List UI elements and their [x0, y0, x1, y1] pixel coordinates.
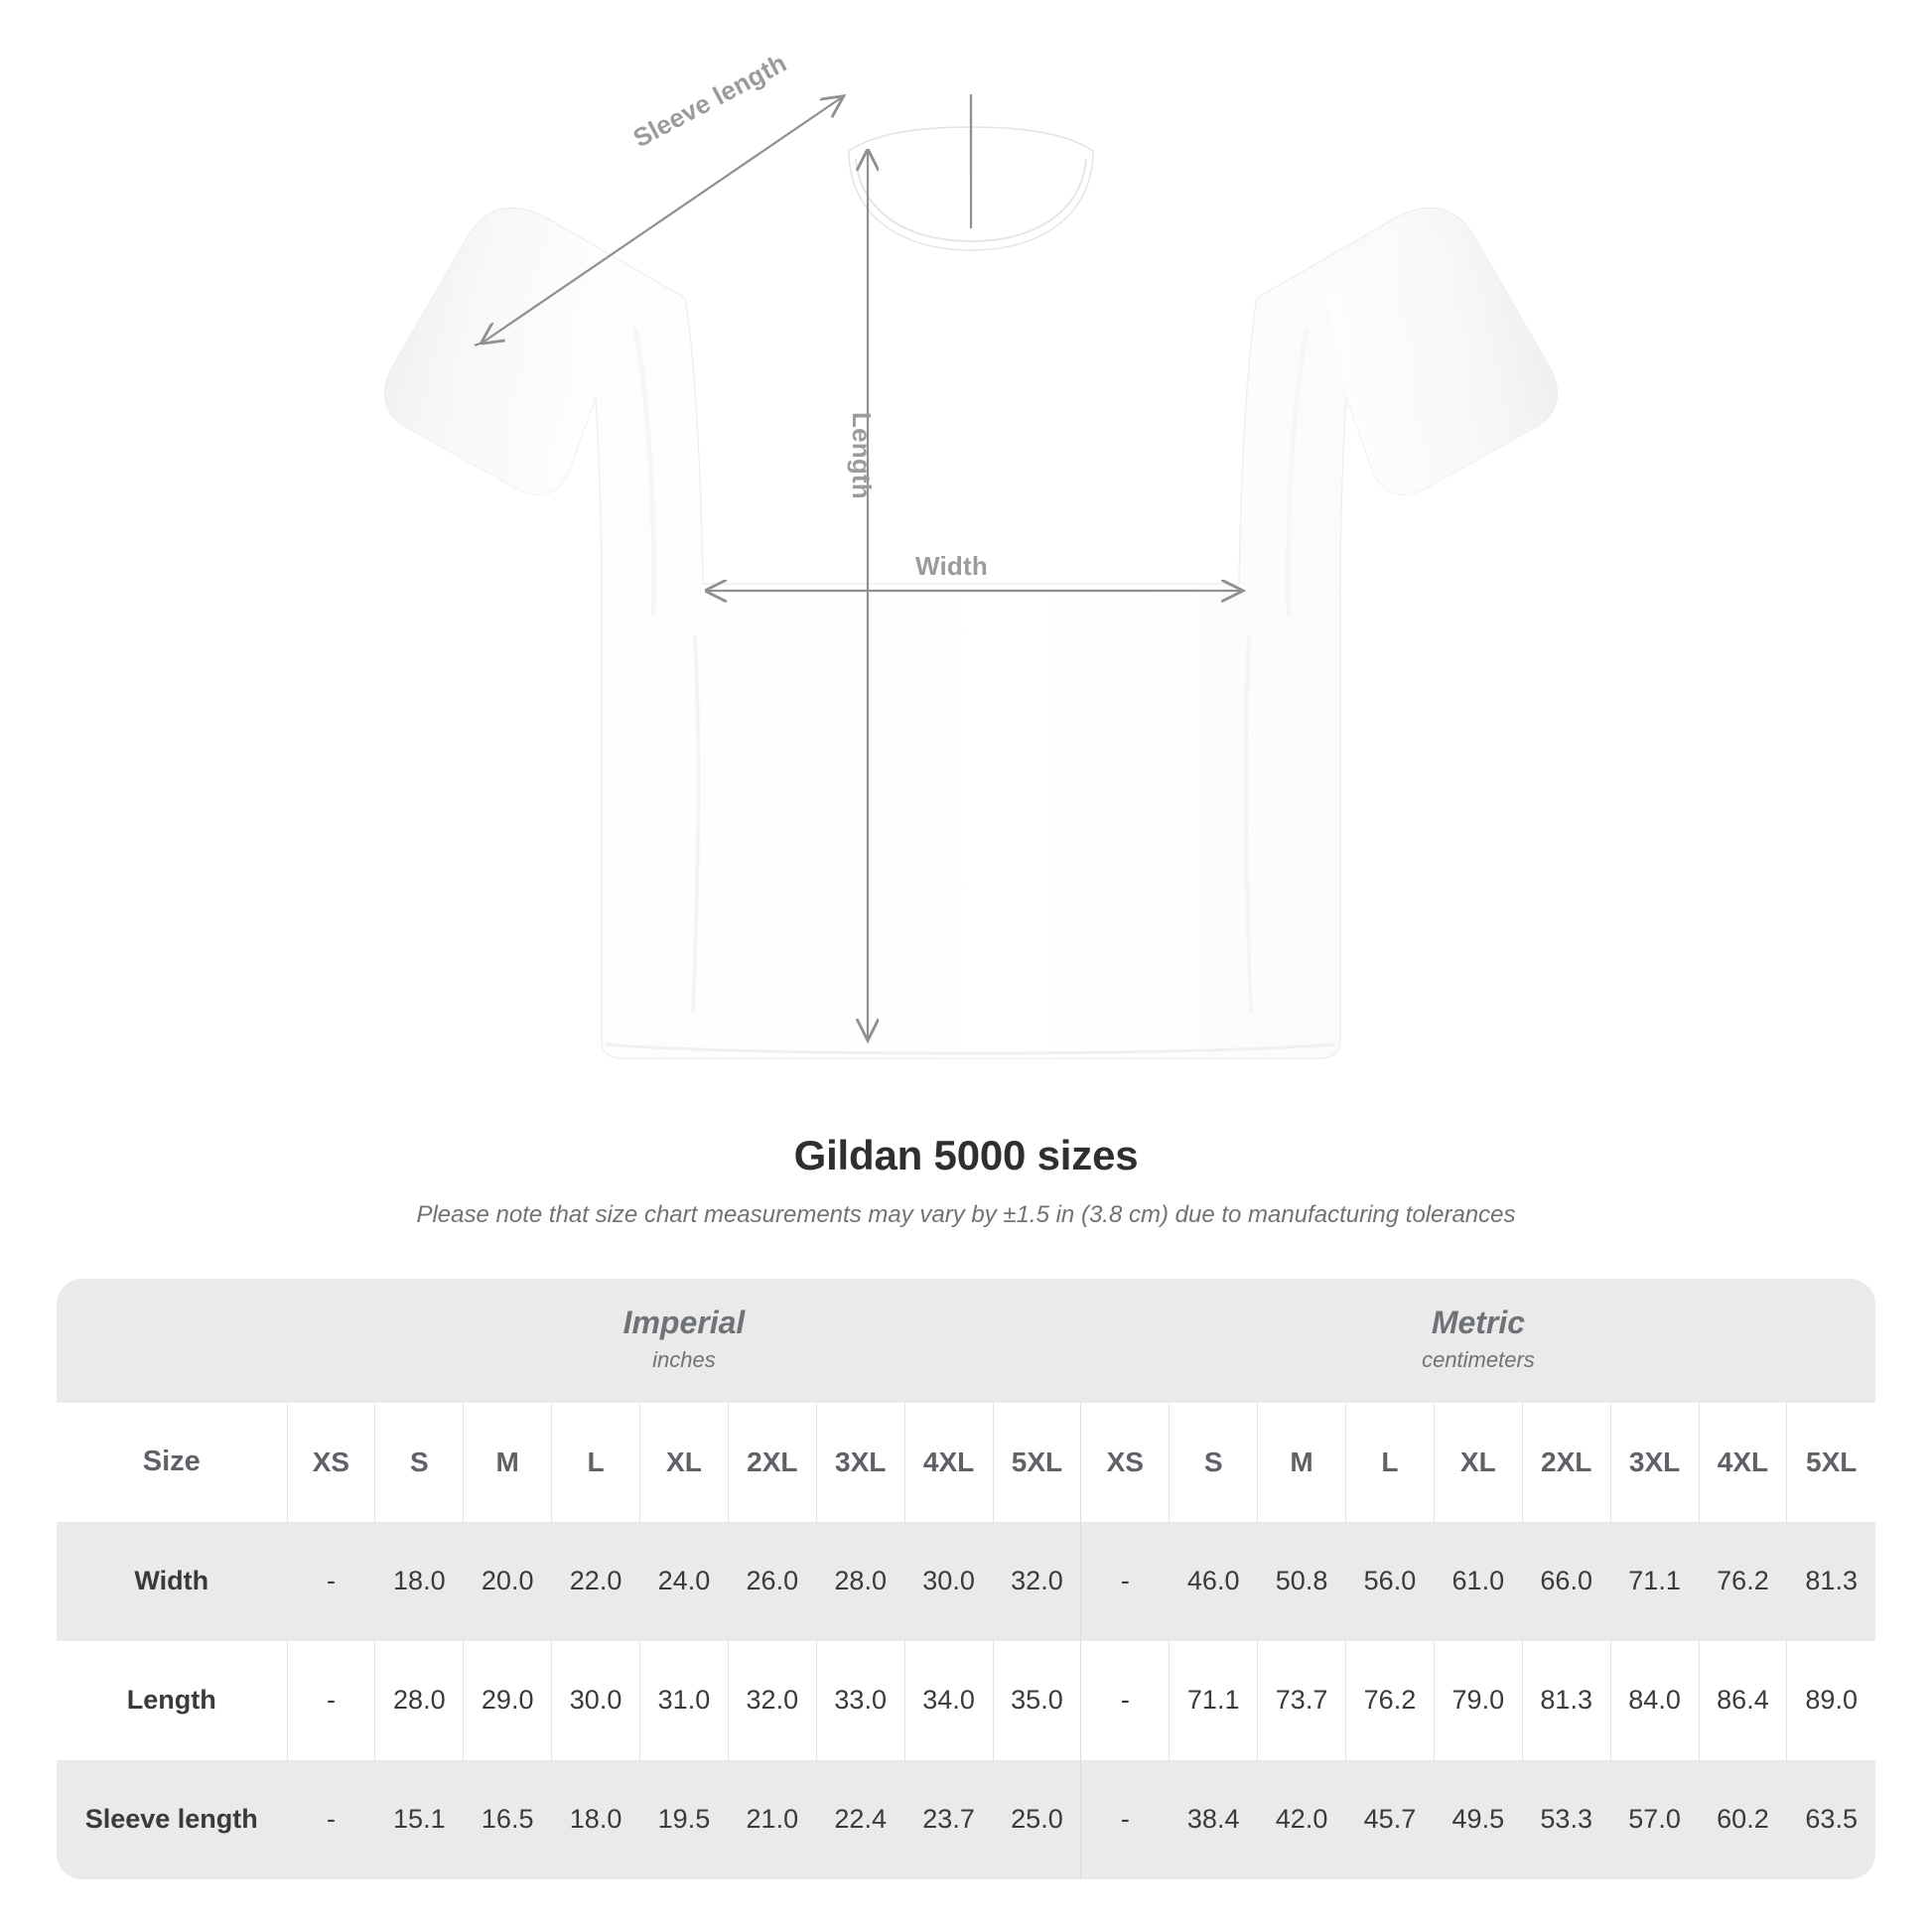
unit-group-metric-name: Metric: [1431, 1305, 1526, 1340]
unit-header-spacer: [57, 1279, 287, 1403]
tshirt-measurement-diagram: Sleeve length Length Width: [383, 0, 1559, 1059]
cell-sleeve-imperial-xl: 19.5: [639, 1759, 729, 1879]
cell-width-imperial-xl: 24.0: [639, 1521, 729, 1641]
cell-length-metric-l: 76.2: [1345, 1640, 1435, 1760]
size-header-metric-s: S: [1169, 1402, 1258, 1522]
cell-sleeve-metric-m: 42.0: [1257, 1759, 1346, 1879]
cell-width-metric-3xl: 71.1: [1609, 1521, 1699, 1641]
cell-width-imperial-4xl: 30.0: [903, 1521, 993, 1641]
unit-group-metric-sub: centimeters: [1422, 1346, 1535, 1372]
size-header-label: Size: [57, 1402, 287, 1522]
size-header-imperial-s: S: [374, 1402, 464, 1522]
unit-group-imperial-sub: inches: [652, 1346, 716, 1372]
cell-sleeve-metric-4xl: 60.2: [1698, 1759, 1787, 1879]
cell-sleeve-metric-s: 38.4: [1169, 1759, 1258, 1879]
cell-width-metric-2xl: 66.0: [1521, 1521, 1611, 1641]
cell-length-metric-2xl: 81.3: [1521, 1640, 1611, 1760]
cell-width-imperial-2xl: 26.0: [727, 1521, 817, 1641]
size-header-metric-3xl: 3XL: [1609, 1402, 1699, 1522]
cell-sleeve-metric-xs: -: [1080, 1759, 1170, 1879]
size-header-metric-5xl: 5XL: [1786, 1402, 1875, 1522]
cell-sleeve-metric-2xl: 53.3: [1521, 1759, 1611, 1879]
cell-sleeve-metric-l: 45.7: [1345, 1759, 1435, 1879]
cell-width-metric-s: 46.0: [1169, 1521, 1258, 1641]
cell-length-imperial-s: 28.0: [374, 1640, 464, 1760]
table-row-length: Length - 28.0 29.0 30.0 31.0 32.0 33.0 3…: [57, 1640, 1875, 1760]
cell-sleeve-metric-5xl: 63.5: [1786, 1759, 1875, 1879]
cell-width-metric-4xl: 76.2: [1698, 1521, 1787, 1641]
cell-width-metric-m: 50.8: [1257, 1521, 1346, 1641]
cell-length-imperial-xl: 31.0: [639, 1640, 729, 1760]
cell-length-metric-m: 73.7: [1257, 1640, 1346, 1760]
cell-width-metric-xl: 61.0: [1433, 1521, 1523, 1641]
cell-width-metric-l: 56.0: [1345, 1521, 1435, 1641]
cell-length-metric-3xl: 84.0: [1609, 1640, 1699, 1760]
size-header-metric-l: L: [1345, 1402, 1435, 1522]
size-header-metric-2xl: 2XL: [1521, 1402, 1611, 1522]
cell-length-imperial-3xl: 33.0: [815, 1640, 905, 1760]
cell-width-metric-5xl: 81.3: [1786, 1521, 1875, 1641]
cell-width-imperial-5xl: 32.0: [992, 1521, 1081, 1641]
cell-length-metric-xl: 79.0: [1433, 1640, 1523, 1760]
cell-sleeve-imperial-m: 16.5: [463, 1759, 552, 1879]
cell-sleeve-imperial-xs: -: [286, 1759, 375, 1879]
row-label-length: Length: [57, 1640, 287, 1760]
size-header-imperial-m: M: [463, 1402, 552, 1522]
cell-length-imperial-2xl: 32.0: [727, 1640, 817, 1760]
cell-sleeve-imperial-4xl: 23.7: [903, 1759, 993, 1879]
size-header-imperial-xl: XL: [639, 1402, 729, 1522]
tolerance-note: Please note that size chart measurements…: [416, 1201, 1516, 1228]
size-header-metric-4xl: 4XL: [1698, 1402, 1787, 1522]
unit-header-row: Imperial inches Metric centimeters: [57, 1279, 1875, 1403]
table-row-sleeve-length: Sleeve length - 15.1 16.5 18.0 19.5 21.0…: [57, 1759, 1875, 1879]
length-label: Length: [847, 412, 877, 499]
cell-length-metric-4xl: 86.4: [1698, 1640, 1787, 1760]
cell-length-metric-5xl: 89.0: [1786, 1640, 1875, 1760]
cell-length-metric-s: 71.1: [1169, 1640, 1258, 1760]
cell-length-imperial-l: 30.0: [551, 1640, 640, 1760]
cell-sleeve-imperial-l: 18.0: [551, 1759, 640, 1879]
size-header-metric-xl: XL: [1433, 1402, 1523, 1522]
cell-length-metric-xs: -: [1080, 1640, 1170, 1760]
size-header-imperial-2xl: 2XL: [727, 1402, 817, 1522]
cell-width-imperial-s: 18.0: [374, 1521, 464, 1641]
unit-group-metric: Metric centimeters: [1080, 1279, 1875, 1403]
tshirt-shape: [383, 126, 1559, 1059]
size-header-imperial-l: L: [551, 1402, 640, 1522]
size-header-metric-xs: XS: [1080, 1402, 1170, 1522]
cell-length-imperial-m: 29.0: [463, 1640, 552, 1760]
heading-block: Gildan 5000 sizes Please note that size …: [0, 1132, 1932, 1229]
size-header-imperial-xs: XS: [286, 1402, 375, 1522]
tshirt-illustration: [383, 0, 1559, 1059]
cell-length-imperial-5xl: 35.0: [992, 1640, 1081, 1760]
cell-width-imperial-m: 20.0: [463, 1521, 552, 1641]
size-header-row: Size XS S M L XL 2XL 3XL 4XL 5XL XS S M …: [57, 1402, 1875, 1522]
cell-sleeve-imperial-5xl: 25.0: [992, 1759, 1081, 1879]
row-label-width: Width: [57, 1521, 287, 1641]
table-row-width: Width - 18.0 20.0 22.0 24.0 26.0 28.0 30…: [57, 1521, 1875, 1641]
cell-sleeve-imperial-s: 15.1: [374, 1759, 464, 1879]
unit-group-imperial-name: Imperial: [622, 1305, 746, 1340]
cell-width-imperial-3xl: 28.0: [815, 1521, 905, 1641]
size-header-imperial-4xl: 4XL: [903, 1402, 993, 1522]
unit-group-imperial: Imperial inches: [287, 1279, 1081, 1403]
cell-width-imperial-l: 22.0: [551, 1521, 640, 1641]
size-header-imperial-5xl: 5XL: [992, 1402, 1081, 1522]
cell-width-metric-xs: -: [1080, 1521, 1170, 1641]
cell-width-imperial-xs: -: [286, 1521, 375, 1641]
size-header-imperial-3xl: 3XL: [815, 1402, 905, 1522]
size-table-container: Imperial inches Metric centimeters Size …: [57, 1279, 1875, 1879]
page-title: Gildan 5000 sizes: [793, 1132, 1139, 1178]
size-header-metric-m: M: [1257, 1402, 1346, 1522]
cell-sleeve-imperial-3xl: 22.4: [815, 1759, 905, 1879]
cell-sleeve-metric-3xl: 57.0: [1609, 1759, 1699, 1879]
width-label: Width: [915, 551, 988, 581]
cell-sleeve-metric-xl: 49.5: [1433, 1759, 1523, 1879]
cell-length-imperial-xs: -: [286, 1640, 375, 1760]
row-label-sleeve-length: Sleeve length: [57, 1759, 287, 1879]
cell-sleeve-imperial-2xl: 21.0: [727, 1759, 817, 1879]
size-table: Imperial inches Metric centimeters Size …: [57, 1279, 1875, 1879]
cell-length-imperial-4xl: 34.0: [903, 1640, 993, 1760]
